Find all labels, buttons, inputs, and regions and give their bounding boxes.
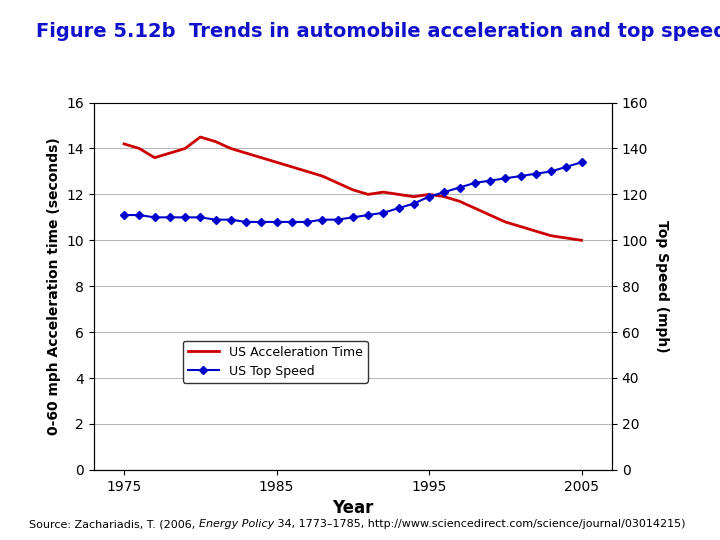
Legend: US Acceleration Time, US Top Speed: US Acceleration Time, US Top Speed xyxy=(183,341,368,383)
Text: Figure 5.12b  Trends in automobile acceleration and top speed: Figure 5.12b Trends in automobile accele… xyxy=(36,22,720,40)
Text: Source: Zachariadis, T. (2006,: Source: Zachariadis, T. (2006, xyxy=(29,519,199,529)
Text: 34, 1773–1785, http://www.sciencedirect.com/science/journal/03014215): 34, 1773–1785, http://www.sciencedirect.… xyxy=(274,519,685,529)
Y-axis label: 0-60 mph Acceleration time (seconds): 0-60 mph Acceleration time (seconds) xyxy=(47,137,60,435)
X-axis label: Year: Year xyxy=(332,499,374,517)
Text: Energy Policy: Energy Policy xyxy=(199,519,274,529)
Y-axis label: Top Speed (mph): Top Speed (mph) xyxy=(655,220,669,353)
